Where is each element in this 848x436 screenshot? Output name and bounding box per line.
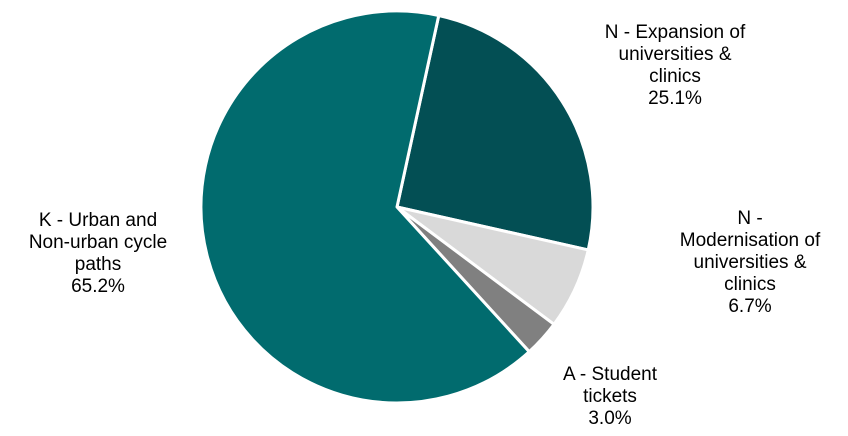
slice-value-text: 6.7% (728, 296, 772, 317)
slice-value-text: 65.2% (71, 276, 125, 297)
slice-label-text: N - Expansion of universities & clinics (604, 22, 746, 87)
slice-label-cycle-paths: K - Urban and Non-urban cycle paths 65.2… (0, 210, 196, 298)
slice-label-student-tickets: A - Student tickets 3.0% (530, 364, 690, 430)
slice-label-expansion: N - Expansion of universities & clinics … (560, 22, 790, 110)
slice-label-text: N - Modernisation of universities & clin… (679, 208, 821, 295)
slice-value-text: 25.1% (648, 88, 702, 109)
slice-label-text: K - Urban and Non-urban cycle paths (28, 210, 168, 275)
slice-expansion (395, 14, 595, 252)
slice-cycle-paths (199, 9, 531, 405)
slice-value-text: 3.0% (588, 408, 632, 429)
slice-label-text: A - Student tickets (562, 364, 657, 407)
slice-label-modernisation: N - Modernisation of universities & clin… (652, 208, 848, 318)
